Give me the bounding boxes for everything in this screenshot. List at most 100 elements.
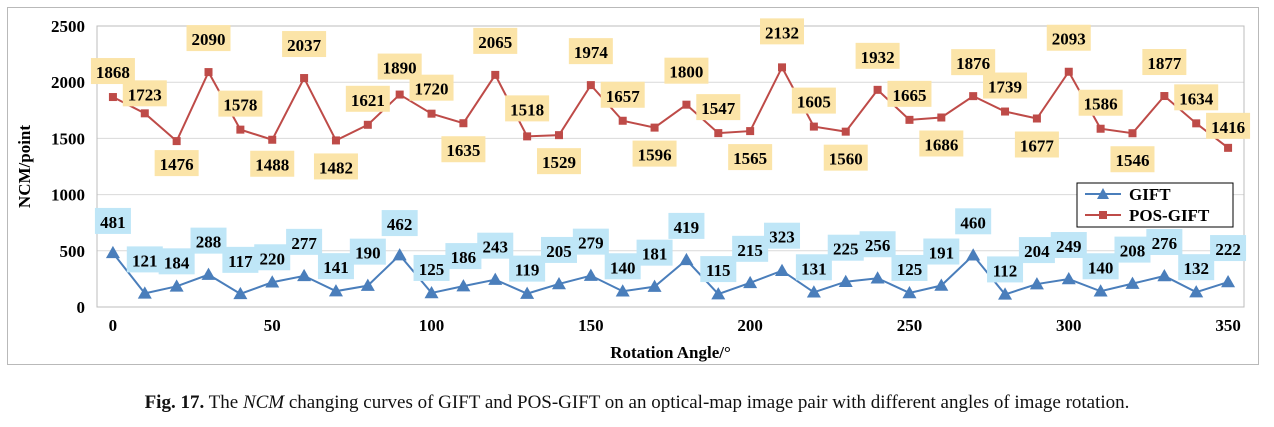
pos-gift-point [1096, 124, 1105, 133]
y-tick-label: 0 [77, 298, 86, 317]
y-tick-labels: 0 500 1000 1500 2000 2500 [51, 17, 85, 317]
pos-gift-point [873, 85, 882, 94]
data-label-bg [891, 254, 928, 281]
data-label-bg [441, 136, 486, 163]
data-label-bg [1018, 237, 1055, 264]
data-label-bg [1046, 24, 1091, 51]
data-label: 2037 [287, 36, 322, 55]
data-label: 112 [993, 261, 1018, 280]
data-label: 125 [419, 260, 445, 279]
data-label: 1677 [1020, 137, 1055, 156]
data-label: 1586 [1084, 95, 1118, 114]
data-label-bg [795, 254, 832, 281]
data-label-bg [286, 228, 323, 255]
data-label-bg [313, 153, 358, 180]
figure-caption: Fig. 17. The NCM changing curves of GIFT… [0, 392, 1274, 414]
data-label: 204 [1024, 242, 1050, 261]
legend-entry: GIFT [1129, 185, 1171, 204]
data-label: 1565 [733, 149, 767, 168]
pos-gift-point [554, 131, 563, 140]
data-label: 186 [451, 248, 477, 267]
data-label: 1877 [1147, 54, 1182, 73]
pos-gift-point [1160, 92, 1169, 101]
gift-point [806, 285, 821, 298]
data-label-bg [186, 25, 231, 52]
data-label: 222 [1215, 240, 1241, 259]
data-label: 181 [642, 245, 668, 264]
pos-gift-point [331, 136, 340, 145]
gift-point [1189, 285, 1204, 298]
ncm-line-chart: 0 500 1000 1500 2000 2500 0 50 100 150 200 250 300 3… [15, 17, 1251, 362]
caption-text-italic: NCM [242, 392, 285, 413]
pos-gift-point [650, 123, 659, 132]
gift-point [297, 268, 312, 282]
gift-point [265, 275, 280, 288]
gift-point [233, 286, 248, 300]
data-label: 117 [228, 252, 253, 271]
pos-gift-point [523, 132, 532, 141]
data-label-bg [122, 80, 167, 107]
data-label: 1605 [797, 93, 831, 112]
data-label: 1868 [96, 63, 130, 82]
gift-point [551, 276, 566, 290]
data-label-bg [696, 94, 741, 121]
data-label-bg [983, 72, 1028, 99]
data-label: 215 [737, 241, 763, 260]
data-label-bg [282, 31, 327, 58]
data-label: 462 [387, 215, 413, 234]
pos-gift-point [1001, 107, 1010, 116]
data-label: 208 [1120, 242, 1146, 261]
data-label-bg [668, 212, 705, 239]
gift-point [838, 274, 853, 287]
data-label: 1547 [701, 99, 736, 118]
gift-point [647, 279, 662, 292]
gift-point [137, 286, 152, 299]
y-axis-label: NCM/point [15, 125, 34, 208]
pos-gift-point [172, 137, 181, 146]
x-tick-label: 0 [109, 316, 118, 335]
data-label: 1974 [574, 43, 609, 62]
caption-label: Fig. 17. [144, 392, 205, 413]
pos-gift-point [395, 90, 404, 99]
gift-point [775, 263, 790, 276]
data-label: 2132 [765, 23, 799, 42]
data-label-bg [887, 80, 932, 107]
data-label-bg [1014, 131, 1059, 158]
pos-gift-point [1224, 143, 1233, 152]
data-label-bg [477, 232, 514, 259]
data-label: 131 [801, 259, 827, 278]
data-label: 1686 [924, 135, 958, 154]
data-label: 205 [546, 242, 572, 261]
gift-point [1157, 268, 1172, 282]
y-tick-label: 1500 [51, 129, 85, 148]
x-axis-label: Rotation Angle/° [610, 343, 731, 362]
pos-gift-point [108, 93, 117, 102]
data-label: 121 [132, 251, 158, 270]
data-label-bg [827, 234, 864, 261]
pos-gift-point [300, 74, 309, 83]
data-label: 1482 [319, 158, 353, 177]
data-label: 1634 [1179, 89, 1214, 108]
pos-gift-point [841, 127, 850, 136]
legend-marker [1097, 188, 1109, 199]
data-label: 288 [196, 233, 222, 252]
data-label: 184 [164, 253, 190, 272]
data-label-bg [317, 253, 354, 280]
y-tick-label: 500 [60, 242, 86, 261]
data-label-bg [1050, 232, 1087, 259]
data-label: 191 [929, 244, 955, 263]
data-label: 2093 [1052, 30, 1086, 49]
pos-gift-point [905, 115, 914, 124]
gift-point [583, 268, 598, 281]
data-label-bg [1110, 146, 1155, 173]
data-label: 1578 [223, 96, 257, 115]
gift-point [902, 285, 917, 299]
data-label-bg [568, 38, 613, 65]
data-label-bg [445, 243, 482, 270]
data-label: 1800 [669, 63, 703, 82]
pos-gift-point [682, 100, 691, 109]
pos-gift-point [459, 119, 468, 128]
data-label: 1723 [128, 85, 162, 104]
data-label: 115 [706, 261, 731, 280]
data-label-bg [700, 256, 737, 283]
